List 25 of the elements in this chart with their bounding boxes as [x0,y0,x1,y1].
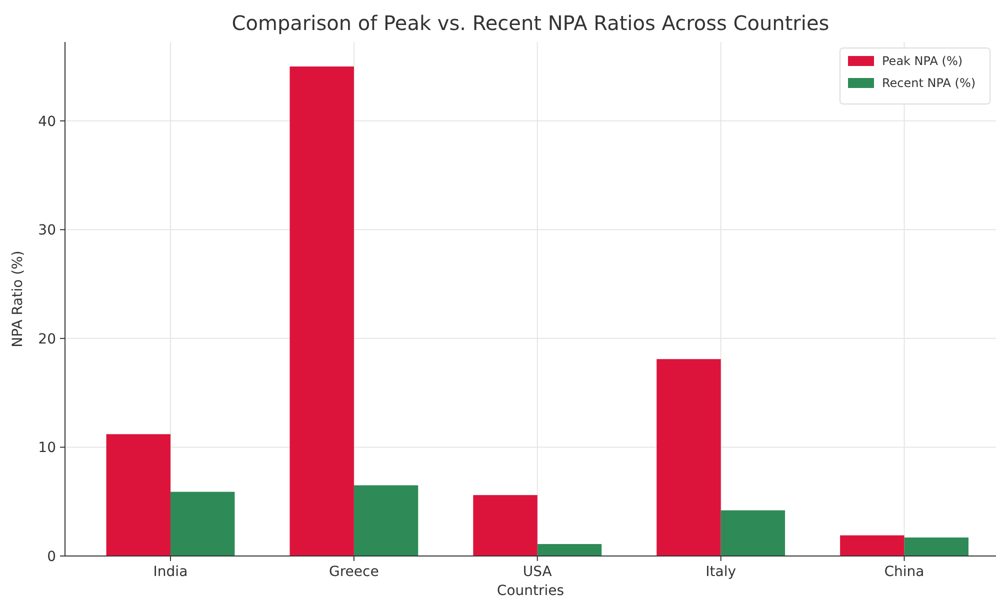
bar [354,485,418,556]
legend-label: Peak NPA (%) [882,54,963,68]
bar [290,66,354,556]
bar [106,434,170,556]
x-tick-label: Greece [329,564,379,580]
chart-title: Comparison of Peak vs. Recent NPA Ratios Across Countries [232,11,830,35]
x-axis-title: Countries [496,583,564,598]
bar [840,535,904,556]
bar [904,538,968,556]
y-tick-label: 30 [38,222,56,239]
bar [720,510,786,556]
y-axis-title: NPA Ratio (%) [10,250,26,348]
x-tick-label: USA [522,564,552,580]
y-tick-label: 10 [38,440,56,456]
x-tick-label: India [153,564,188,580]
y-tick-label: 20 [38,331,56,348]
bar [656,359,721,556]
y-tick-label: 40 [38,114,56,130]
y-tick-label: 0 [47,548,56,565]
x-tick-label: China [884,564,924,580]
legend-label: Recent NPA (%) [882,76,976,90]
bar [473,495,538,556]
x-tick-label: Italy [706,564,736,580]
bar [537,544,602,556]
bar [170,492,235,556]
